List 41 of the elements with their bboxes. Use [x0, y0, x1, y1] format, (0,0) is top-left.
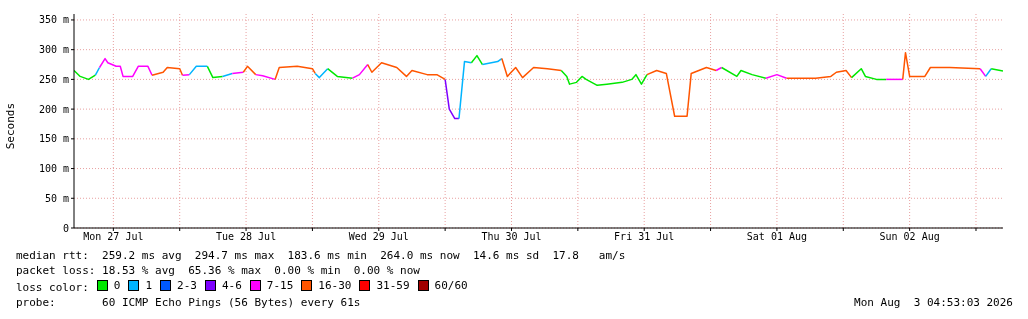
- y-tick-label: 150 m: [38, 133, 69, 145]
- line-series: [785, 69, 853, 79]
- x-tick-label: Sat 01 Aug: [746, 231, 808, 243]
- line-series: [646, 66, 717, 117]
- text: median rtt: 259.2 ms avg 294.7 ms max 183.6 ms min 264.0 ms now 14.6 ms sd 17.8 am/s: [16, 248, 627, 263]
- y-axis-title: Seconds: [4, 103, 17, 150]
- legend-label: 4-6: [221, 278, 242, 293]
- y-tick-label: 50 m: [44, 192, 69, 204]
- legend-label: 1: [144, 278, 153, 293]
- x-tick-label: Sun 02 Aug: [879, 231, 940, 243]
- y-tick-label: 350 m: [38, 14, 69, 26]
- y-tick-label: 300 m: [38, 44, 69, 56]
- legend-label: 7-15: [265, 278, 294, 293]
- y-tick-label: 0: [62, 222, 69, 234]
- y-tick-label: 250 m: [38, 73, 69, 85]
- line-series: [274, 65, 316, 81]
- legend-label: 2-3: [176, 278, 197, 293]
- x-tick-label: Wed 29 Jul: [348, 231, 409, 243]
- x-tick-label: Tue 28 Jul: [215, 231, 277, 243]
- legend-label: 0: [112, 278, 121, 293]
- legend-label: 31-59: [375, 278, 410, 293]
- line-series: [151, 66, 184, 76]
- line-series: [98, 57, 153, 78]
- line-series: [901, 51, 981, 81]
- line-series: [366, 61, 446, 81]
- text: Mon Aug 3 04:53:03 2026: [854, 295, 1013, 310]
- text: probe: 60 ICMP Echo Pings (56 Bytes) every 61s: [16, 295, 361, 310]
- text: packet loss: 18.53 % avg 65.36 % max 0.00 % min 0.00 % now: [16, 263, 421, 278]
- x-tick-label: Thu 30 Jul: [481, 231, 542, 243]
- line-series: [720, 66, 767, 79]
- y-tick-label: 200 m: [38, 103, 69, 115]
- x-tick-label: Mon 27 Jul: [83, 231, 144, 243]
- line-series: [850, 67, 887, 81]
- line-series: [501, 57, 563, 79]
- legend-label: 16-30: [317, 278, 352, 293]
- legend-label: 60/60: [433, 278, 468, 293]
- line-series: [74, 69, 97, 81]
- line-series: [560, 69, 648, 87]
- y-tick-label: 100 m: [38, 163, 69, 175]
- legend-title: loss color:: [16, 281, 89, 294]
- x-tick-label: Fri 31 Jul: [614, 231, 675, 243]
